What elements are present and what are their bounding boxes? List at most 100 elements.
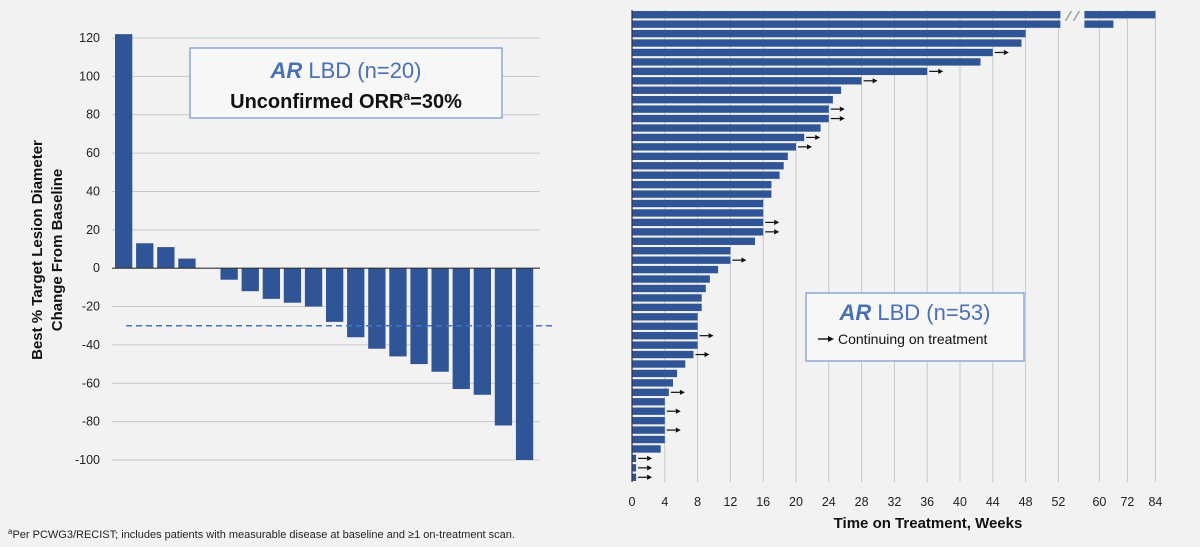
waterfall-bar: [515, 268, 534, 460]
swimmer-bar: [632, 86, 842, 94]
waterfall-y-tick-label: -80: [82, 415, 100, 429]
swimmer-bar: [632, 256, 731, 264]
swimmer-x-tick-label: 8: [694, 495, 701, 509]
waterfall-annotation-box: AR LBD (n=20) Unconfirmed ORRa=30%: [189, 47, 503, 119]
waterfall-bar: [115, 34, 133, 269]
swimmer-bar: [632, 275, 710, 283]
continuing-arrow-head: [647, 465, 653, 471]
waterfall-bar: [157, 247, 175, 269]
swimmer-bar: [632, 322, 698, 330]
waterfall-bar: [136, 243, 154, 269]
swimmer-x-tick-label: 4: [661, 495, 668, 509]
swimmer-bar: [632, 228, 764, 236]
continuing-arrow-head: [675, 408, 681, 414]
swimmer-bar: [632, 180, 772, 189]
swimmer-bar: [632, 124, 821, 132]
swimmer-bar: [632, 190, 772, 198]
swimmer-bar: [632, 143, 796, 151]
waterfall-y-axis-label-line1: Best % Target Lesion Diameter: [29, 140, 46, 360]
swimmer-bar: [632, 331, 698, 340]
swimmer-bar: [632, 265, 719, 274]
swimmer-x-tick-label: 52: [1051, 495, 1065, 509]
waterfall-bar: [473, 268, 492, 395]
swimmer-bar: [632, 171, 780, 179]
continuing-arrow-head: [807, 144, 812, 150]
swimmer-bar: [632, 350, 694, 359]
swimmer-x-tick-label: 40: [953, 495, 967, 509]
continuing-arrow-head: [774, 229, 780, 235]
waterfall-chart: 120 100 80 60 40 20 0 -20 -40 -60 -80 -100 Best % T…: [8, 31, 556, 541]
swimmer-bar: [632, 341, 698, 349]
waterfall-bar: [304, 268, 323, 307]
swimmer-bar: [632, 162, 784, 170]
swimmer-bar: [632, 199, 764, 208]
swimmer-x-tick-label: 44: [986, 495, 1000, 509]
swimmer-legend-box-frame: [805, 292, 1025, 362]
continuing-arrow-head: [679, 389, 685, 395]
swimmer-bar: [632, 133, 805, 142]
swimmer-x-tick-label: 12: [723, 495, 737, 509]
swimmer-bar: [632, 360, 686, 368]
swimmer-bar: [632, 105, 829, 113]
waterfall-bar: [410, 268, 428, 365]
swimmer-x-tick-label: 60: [1092, 495, 1106, 509]
waterfall-bars: [115, 34, 534, 460]
swimmer-x-tick-label: 72: [1120, 495, 1134, 509]
waterfall-bar: [220, 268, 238, 280]
waterfall-y-tick-label: -100: [75, 453, 100, 467]
waterfall-box-subtitle: Unconfirmed ORRa=30%: [230, 89, 462, 113]
waterfall-box-title: AR LBD (n=20): [269, 58, 421, 83]
waterfall-bar: [347, 268, 365, 338]
swimmer-bar: [632, 39, 1022, 47]
continuing-arrow-icon: [818, 336, 834, 342]
continuing-arrow-head: [774, 219, 780, 225]
swimmer-bar: [632, 218, 764, 227]
swimmer-bar: [632, 20, 1061, 28]
waterfall-y-tick-label: 120: [79, 31, 100, 45]
swimmer-bar: [632, 473, 637, 481]
waterfall-y-tick-label: 20: [86, 223, 100, 237]
waterfall-y-tick-label: 100: [79, 69, 100, 83]
waterfall-bar: [431, 268, 449, 372]
waterfall-y-tick-label: 0: [93, 261, 100, 275]
continuing-arrow-head: [839, 106, 845, 112]
swimmer-bar: [632, 313, 698, 321]
swimmer-x-tick-label: 28: [855, 495, 869, 509]
swimmer-bar: [632, 58, 981, 66]
waterfall-y-tick-label: -60: [82, 376, 100, 390]
swimmer-bar: [632, 284, 706, 293]
swimmer-x-tick-label: 20: [789, 495, 803, 509]
axis-break-mark: [1064, 10, 1072, 22]
waterfall-bar: [262, 268, 281, 299]
waterfall-y-tick-label: -40: [82, 338, 100, 352]
swimmer-bar: [632, 303, 702, 312]
swimmer-bars: [632, 11, 1156, 481]
swimmer-bar: [632, 379, 673, 387]
waterfall-y-tick-labels: 120 100 80 60 40 20 0 -20 -40 -60 -80 -100: [75, 31, 100, 467]
swimmer-x-tick-label: 16: [756, 495, 770, 509]
axis-break-mark: [1072, 10, 1080, 22]
swimmer-bar: [632, 11, 1061, 19]
swimmer-bar: [632, 48, 993, 57]
waterfall-bar: [494, 268, 513, 426]
swimmer-bar-extension: [1084, 11, 1156, 19]
waterfall-y-axis-label-line2: Change From Baseline: [49, 169, 66, 332]
swimmer-bar: [632, 464, 637, 472]
swimmer-legend-arrow-label: Continuing on treatment: [838, 331, 988, 347]
swimmer-bar: [632, 77, 862, 85]
swimmer-bar: [632, 445, 661, 453]
continuing-arrow-head: [647, 455, 653, 461]
swimmer-bar: [632, 152, 788, 161]
continuing-arrow-head: [839, 115, 845, 122]
swimmer-bar-extension: [1084, 20, 1114, 28]
swimmer-legend-box: AR LBD (n=53) Continuing on treatment: [805, 292, 1025, 362]
swimmer-legend-title: AR LBD (n=53): [838, 300, 990, 325]
continuing-arrow-head: [704, 351, 710, 358]
swimmer-axis-break: [1064, 10, 1080, 22]
footnote: aPer PCWG3/RECIST; includes patients wit…: [8, 527, 515, 541]
swimmer-bar: [632, 209, 764, 217]
waterfall-bar: [368, 268, 386, 349]
swimmer-bar: [632, 237, 755, 245]
waterfall-bar: [283, 268, 302, 303]
